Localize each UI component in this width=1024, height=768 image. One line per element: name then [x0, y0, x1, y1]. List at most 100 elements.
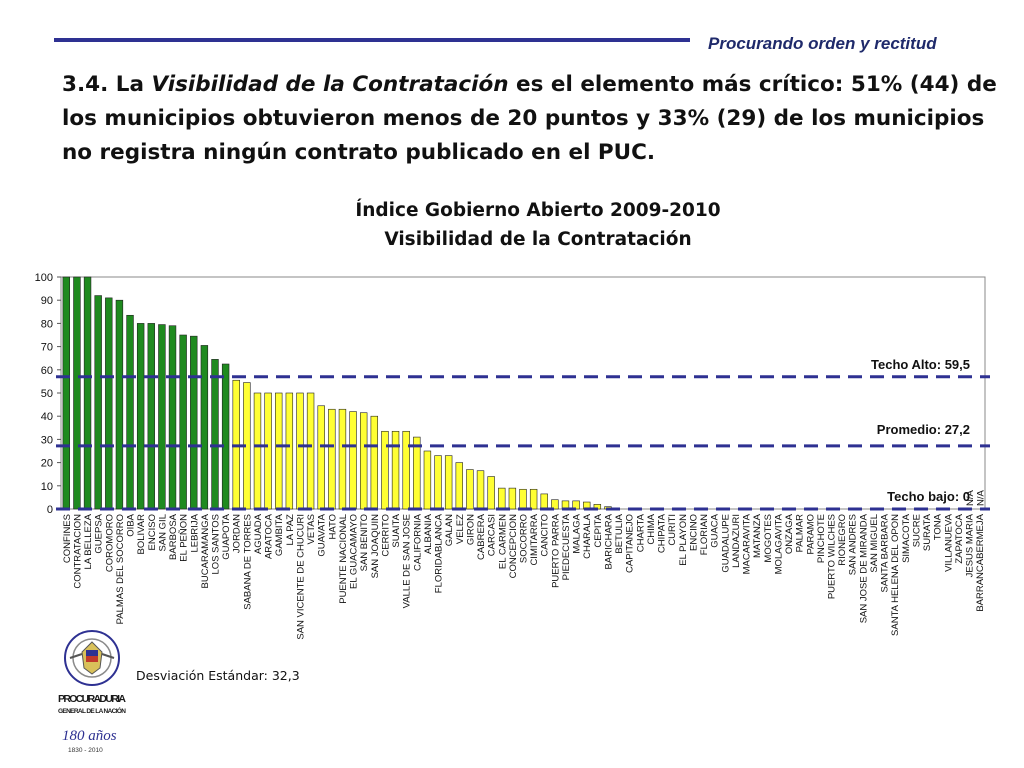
- procuraduria-logo: PROCURADURIA GENERAL DE LA NACIÓN 180 añ…: [58, 630, 126, 754]
- y-tick-label: 90: [41, 295, 53, 307]
- std-dev-note: Desviación Estándar: 32,3: [136, 668, 300, 683]
- x-tick-label: GUADALUPE: [720, 514, 731, 573]
- x-tick-label: CIMITARRA: [529, 513, 540, 565]
- x-tick-label: BUCARAMANGA: [200, 513, 211, 588]
- x-tick-label: EL PEÑON: [179, 514, 190, 562]
- bar: [338, 408, 347, 510]
- y-tick-label: 40: [41, 411, 53, 423]
- x-tick-label: MOLAGAVITA: [773, 513, 784, 574]
- x-tick-label: GUACA: [710, 513, 721, 547]
- y-tick-label: 80: [41, 318, 53, 330]
- x-tick-label: CONFINES: [62, 514, 73, 563]
- x-tick-label: FLORIDABLANCA: [434, 513, 445, 593]
- x-tick-label: ARATOCA: [264, 513, 275, 559]
- bar: [275, 392, 283, 510]
- x-tick-label: SURATA: [922, 513, 933, 551]
- x-tick-label: HATO: [327, 514, 338, 540]
- x-tick-label: BOLIVAR: [136, 514, 147, 555]
- x-tick-label: RIONEGRO: [837, 514, 848, 566]
- x-tick-label: GIRON: [465, 514, 476, 545]
- motto: Procurando orden y rectitud: [708, 34, 937, 53]
- logo-subname: GENERAL DE LA NACIÓN: [58, 706, 126, 715]
- x-tick-label: ENCINO: [688, 514, 699, 551]
- reference-label: Techo Alto: 59,5: [871, 357, 970, 372]
- bar: [328, 408, 336, 510]
- bar: [402, 430, 410, 510]
- x-tick-label: PALMAR: [795, 514, 806, 553]
- bar: [83, 276, 92, 510]
- x-tick-label: JORDAN: [232, 514, 243, 553]
- logo-years: 180 años: [62, 728, 117, 744]
- bar: [190, 335, 198, 510]
- bar: [105, 297, 113, 510]
- x-tick-label: VETAS: [306, 514, 317, 544]
- bar: [211, 359, 219, 510]
- x-tick-label: VILLANUEVA: [943, 513, 954, 572]
- x-tick-label: PIEDECUESTA: [561, 513, 572, 580]
- x-tick-label: LOS SANTOS: [211, 514, 222, 575]
- x-tick-label: VALLE DE SAN JOSE: [402, 514, 413, 608]
- x-tick-label: GUAPOTA: [221, 513, 232, 559]
- x-tick-label: GUEPSA: [94, 513, 105, 553]
- x-tick-label: CONTRATACION: [72, 514, 83, 589]
- x-tick-label: MACARAVITA: [742, 513, 753, 574]
- y-tick-label: 50: [41, 388, 53, 400]
- bar: [126, 314, 134, 510]
- bar: [508, 487, 517, 510]
- x-tick-label: SABANA DE TORRES: [242, 514, 253, 610]
- x-tick-label: COROMORO: [104, 514, 115, 572]
- x-tick-label: PARAMO: [805, 514, 816, 554]
- x-tick-label: LA PAZ: [285, 514, 296, 546]
- x-tick-label: BARICHARA: [603, 513, 614, 569]
- bar: [147, 323, 155, 510]
- bar: [455, 462, 463, 510]
- x-tick-label: ZAPATOCA: [954, 513, 965, 563]
- x-tick-label: PUENTE NACIONAL: [338, 514, 349, 604]
- reference-label: Techo bajo: 0: [887, 489, 970, 504]
- bar: [529, 488, 538, 510]
- x-tick-label: SOCORRO: [519, 514, 530, 563]
- x-tick-label: PUERTO WILCHES: [827, 514, 838, 599]
- x-tick-label: LA BELLEZA: [83, 513, 94, 569]
- bar: [221, 363, 230, 510]
- x-tick-label: ONZAGA: [784, 513, 795, 554]
- x-tick-label: SAN ANDRES: [848, 514, 859, 575]
- x-tick-label: PALMAS DEL SOCORRO: [115, 514, 126, 624]
- bar: [115, 299, 124, 510]
- x-tick-label: EL GUACAMAYO: [349, 514, 360, 589]
- heading-italic: Visibilidad de la Contratación: [151, 72, 509, 97]
- logo-name: PROCURADURIA: [58, 693, 126, 705]
- x-tick-label: SAN JOAQUIN: [370, 514, 381, 579]
- x-tick-label: CERRITO: [380, 514, 391, 557]
- bar: [62, 276, 71, 510]
- bar: [413, 436, 421, 510]
- x-tick-label: CANCITO: [540, 514, 551, 557]
- x-tick-label: CHIPATA: [657, 513, 668, 553]
- bar: [306, 392, 315, 510]
- x-tick-label: LANDAZURI: [731, 514, 742, 568]
- heading-prefix: 3.4. La: [62, 72, 152, 97]
- x-tick-label: GUAVATA: [317, 513, 328, 556]
- bar: [200, 345, 209, 510]
- x-tick-label: JESUS MARIA: [965, 513, 976, 577]
- x-tick-label: CARCASI: [487, 514, 498, 556]
- bar: [179, 334, 187, 510]
- bar: [359, 412, 368, 510]
- x-tick-label: SAN MIGUEL: [869, 514, 880, 573]
- bar: [487, 476, 495, 510]
- slide-heading: 3.4. La Visibilidad de la Contratación e…: [62, 68, 1012, 170]
- bar: [370, 415, 379, 510]
- logo-dates: 1830 - 2010: [68, 747, 103, 754]
- x-tick-label: SUAITA: [391, 513, 402, 547]
- x-tick-label: BARRANCABERMEJA: [975, 513, 986, 611]
- x-tick-label: EL CARMEN: [497, 514, 508, 569]
- x-tick-label: SANTA BARBARA: [880, 513, 891, 592]
- x-tick-label: VELEZ: [455, 514, 466, 544]
- y-tick-label: 10: [41, 481, 53, 493]
- bar: [498, 487, 506, 510]
- bar: [158, 324, 166, 510]
- bar: [136, 323, 145, 510]
- x-tick-label: GALAN: [444, 514, 455, 546]
- x-tick-label: PUERTO PARRA: [550, 513, 561, 588]
- heading-rest: es el elemento más crítico: 51% (44) de …: [62, 72, 997, 165]
